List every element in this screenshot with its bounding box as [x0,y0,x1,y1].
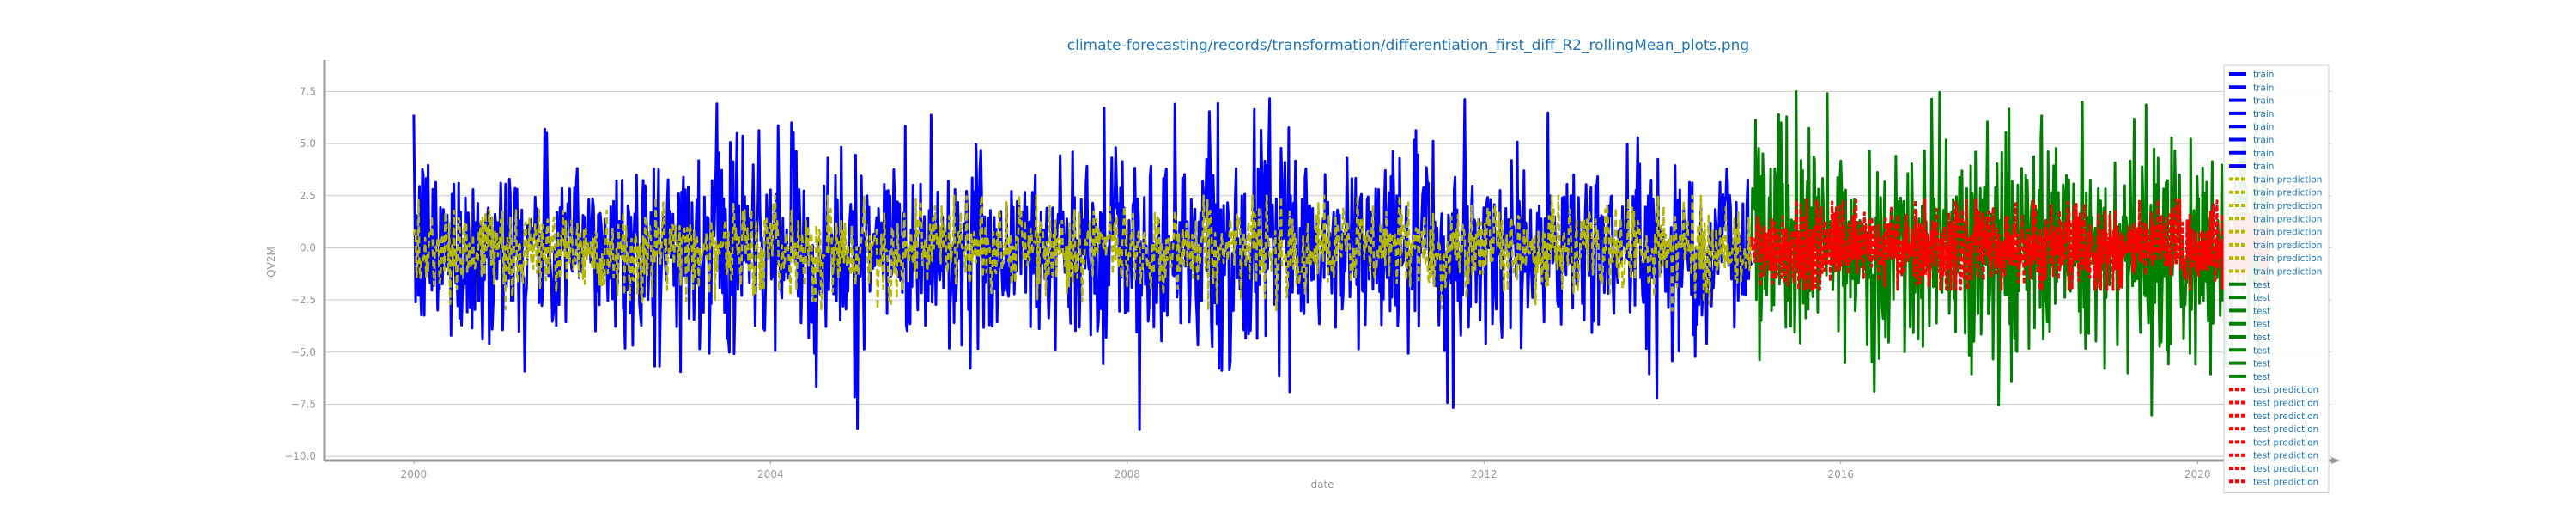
legend-label: test [2253,333,2270,343]
legend-label: test [2253,372,2270,382]
y-tick-label: −5.0 [291,346,316,358]
y-tick-label: 0.0 [300,241,316,253]
y-tick-label: −7.5 [291,398,316,410]
legend-label: train [2253,136,2274,146]
series-line-test-prediction [1750,198,2270,291]
legend-label: test prediction [2253,477,2318,487]
legend-label: train prediction [2253,228,2322,238]
x-tick-label: 2020 [2184,468,2211,480]
legend-label: test prediction [2253,424,2318,435]
y-tick-label: 5.0 [300,137,316,150]
legend-label: train [2253,149,2274,159]
legend-label: train [2253,70,2274,80]
legend-label: test prediction [2253,464,2318,474]
x-tick-label: 2004 [757,468,784,480]
legend-label: test [2253,293,2270,303]
legend-label: train [2253,82,2274,93]
legend-label: test [2253,345,2270,356]
legend-label: test [2253,306,2270,316]
x-tick-label: 2012 [1471,468,1498,480]
legend-label: train prediction [2253,201,2322,211]
series-line-train [412,97,1753,431]
legend-box [2223,64,2330,494]
y-tick-label: 2.5 [300,190,316,202]
legend-label: test [2253,280,2270,290]
legend-label: train [2253,109,2274,119]
legend-label: train prediction [2253,174,2322,185]
legend-label: train [2253,122,2274,132]
series-line-train-prediction [412,194,1753,312]
x-axis-arrow [2331,457,2340,464]
legend-label: train prediction [2253,267,2322,278]
y-tick-label: 7.5 [300,85,316,97]
legend-label: test prediction [2253,399,2318,409]
x-tick-label: 2016 [1827,468,1854,480]
axes: 7.5 5.0 2.5 0.0 −2.5 −5.0 −7.5 −10.0 2000 2004 200… [284,60,2340,480]
series-lines [412,90,2270,431]
series-line-test [1750,90,2270,417]
legend-label: train [2253,96,2274,107]
y-tick-label: −10.0 [284,450,316,462]
legend-label: train prediction [2253,214,2322,224]
legend-label: train prediction [2253,241,2322,251]
legend-label: train [2253,162,2274,172]
legend-label: test prediction [2253,451,2318,461]
legend-label: train prediction [2253,188,2322,198]
legend-label: test prediction [2253,412,2318,422]
y-axis-label: QV2M [265,247,277,278]
legend-label: test prediction [2253,437,2318,448]
legend-label: test prediction [2253,385,2318,395]
x-axis-label: date [1310,479,1334,491]
chart-title: climate-forecasting/records/transformati… [1067,37,1749,54]
legend-label: train prediction [2253,253,2322,264]
legend-label: test [2253,359,2270,369]
legend: train train train train train train train train… [2223,64,2330,494]
y-tick-label: −2.5 [291,294,316,306]
legend-label: test [2253,320,2270,330]
x-tick-label: 2000 [401,468,428,480]
x-tick-label: 2008 [1115,468,1141,480]
